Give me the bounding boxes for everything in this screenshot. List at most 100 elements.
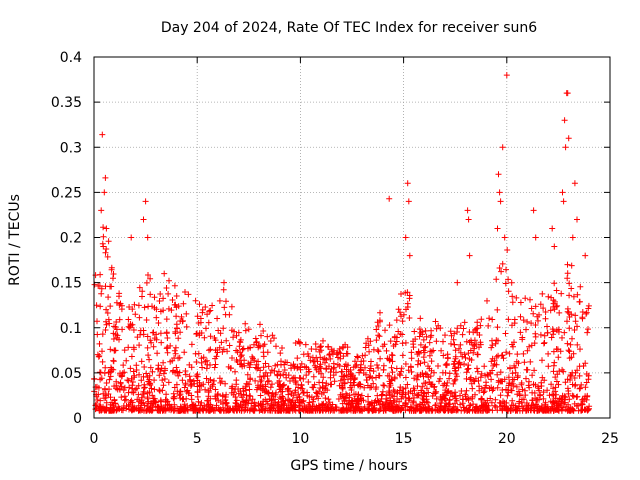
data-point bbox=[517, 299, 524, 306]
data-point bbox=[379, 343, 386, 350]
data-point bbox=[398, 395, 405, 402]
data-point bbox=[266, 396, 273, 402]
data-point bbox=[207, 395, 214, 402]
data-point bbox=[101, 370, 108, 377]
data-point bbox=[446, 370, 453, 377]
data-point bbox=[123, 396, 129, 403]
data-point bbox=[123, 357, 130, 364]
data-point bbox=[559, 366, 566, 373]
data-point bbox=[582, 252, 589, 259]
data-point bbox=[464, 366, 471, 373]
data-point bbox=[160, 382, 167, 389]
data-point bbox=[338, 373, 345, 380]
data-point bbox=[474, 368, 481, 375]
data-point bbox=[576, 372, 583, 379]
data-point bbox=[505, 276, 512, 283]
data-point bbox=[261, 389, 268, 396]
data-point bbox=[93, 302, 100, 309]
data-point bbox=[444, 354, 451, 361]
data-point bbox=[169, 297, 176, 303]
data-point bbox=[144, 344, 151, 351]
data-point bbox=[477, 405, 484, 412]
data-point bbox=[480, 399, 487, 406]
data-point bbox=[402, 385, 409, 392]
data-point bbox=[389, 352, 396, 359]
data-point bbox=[128, 353, 135, 360]
data-point bbox=[460, 325, 467, 332]
data-point bbox=[352, 375, 359, 381]
data-point bbox=[586, 403, 593, 410]
data-point bbox=[194, 383, 201, 390]
data-point bbox=[143, 370, 150, 377]
data-point bbox=[555, 326, 562, 333]
data-point bbox=[313, 389, 320, 396]
data-point bbox=[129, 379, 136, 385]
data-point bbox=[565, 347, 572, 354]
data-point bbox=[113, 382, 120, 389]
data-point bbox=[448, 340, 454, 347]
data-point bbox=[95, 353, 102, 360]
data-point bbox=[300, 375, 307, 382]
data-point bbox=[405, 198, 412, 205]
data-point bbox=[209, 383, 216, 390]
data-point bbox=[583, 379, 590, 386]
data-point bbox=[566, 325, 573, 332]
data-point bbox=[511, 362, 518, 369]
x-tick-label: 10 bbox=[291, 431, 309, 447]
data-point bbox=[521, 359, 528, 366]
data-point bbox=[280, 395, 287, 401]
data-point bbox=[302, 341, 309, 348]
data-point bbox=[165, 305, 172, 312]
data-point bbox=[440, 407, 447, 413]
data-point bbox=[450, 336, 457, 343]
data-point bbox=[222, 311, 229, 318]
data-point bbox=[163, 316, 170, 323]
data-point bbox=[467, 376, 474, 383]
data-point bbox=[131, 346, 137, 353]
data-point bbox=[422, 380, 429, 386]
data-point bbox=[503, 72, 510, 79]
data-point bbox=[488, 399, 495, 406]
data-point bbox=[105, 238, 112, 245]
data-point bbox=[428, 367, 435, 374]
data-point bbox=[478, 316, 485, 323]
data-point bbox=[560, 198, 567, 205]
data-point bbox=[459, 353, 466, 360]
data-point bbox=[523, 406, 530, 413]
data-point bbox=[470, 401, 477, 408]
data-point bbox=[153, 314, 160, 321]
data-point bbox=[247, 359, 254, 366]
data-point bbox=[496, 189, 503, 196]
data-point bbox=[260, 353, 267, 360]
data-point bbox=[509, 376, 516, 383]
data-point bbox=[451, 341, 458, 348]
data-point bbox=[182, 289, 188, 295]
data-point bbox=[297, 385, 304, 392]
data-point bbox=[375, 365, 382, 371]
data-point bbox=[536, 311, 542, 318]
data-point bbox=[358, 361, 364, 368]
data-point bbox=[391, 334, 398, 341]
data-point bbox=[313, 405, 320, 412]
data-point bbox=[326, 352, 333, 358]
data-point bbox=[569, 406, 576, 413]
data-point bbox=[573, 394, 580, 400]
data-point bbox=[132, 311, 139, 318]
data-point bbox=[539, 290, 546, 297]
data-point bbox=[584, 407, 591, 414]
data-point bbox=[140, 216, 147, 223]
data-point bbox=[171, 393, 178, 400]
data-point bbox=[472, 406, 478, 413]
data-point bbox=[205, 401, 212, 408]
data-point bbox=[507, 407, 514, 414]
data-point bbox=[419, 383, 426, 390]
data-point bbox=[478, 370, 485, 377]
data-point bbox=[238, 352, 245, 359]
data-point bbox=[567, 341, 574, 348]
data-point bbox=[585, 305, 592, 312]
data-point bbox=[390, 407, 397, 414]
data-point bbox=[95, 384, 102, 391]
data-point bbox=[202, 304, 209, 310]
data-point bbox=[402, 399, 409, 406]
data-point bbox=[215, 327, 222, 334]
